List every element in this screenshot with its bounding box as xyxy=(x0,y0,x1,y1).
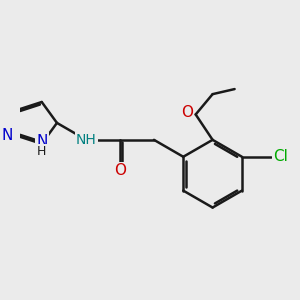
Text: H: H xyxy=(36,145,46,158)
Text: Cl: Cl xyxy=(273,149,288,164)
Text: O: O xyxy=(114,164,126,178)
Text: O: O xyxy=(181,105,193,120)
Text: NH: NH xyxy=(76,133,97,147)
Text: N: N xyxy=(36,134,47,148)
Text: N: N xyxy=(2,128,13,143)
